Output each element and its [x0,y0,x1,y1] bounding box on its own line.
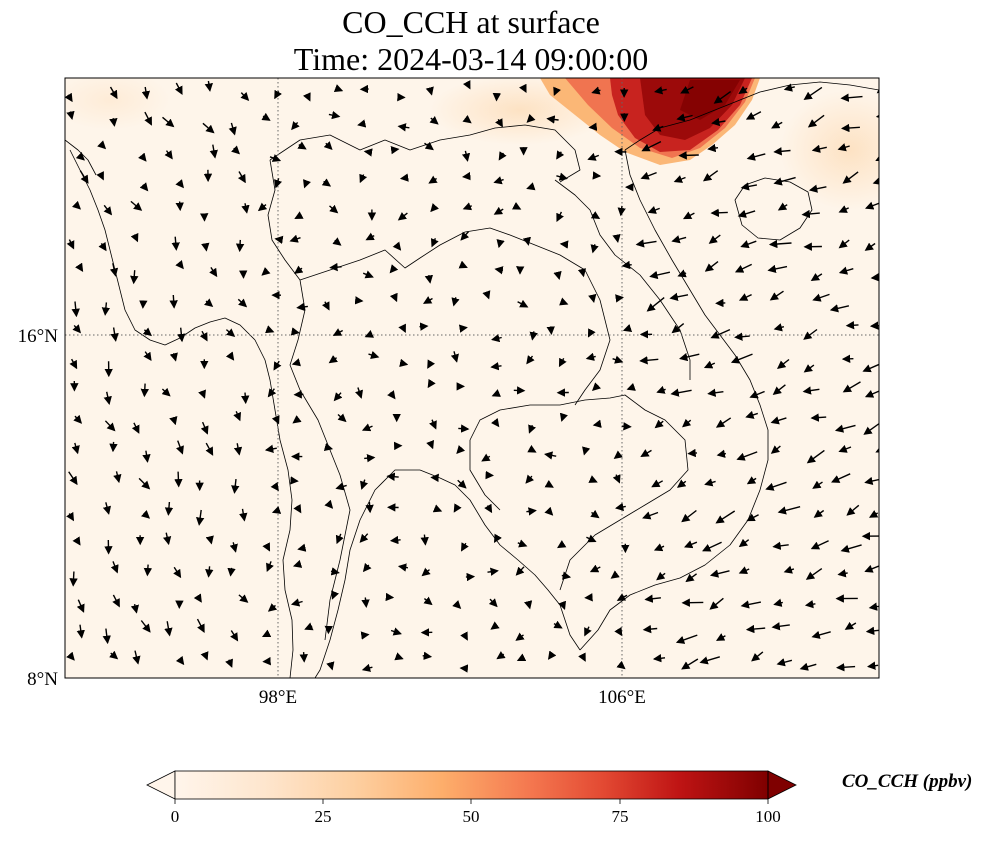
wind-arrow [369,502,370,512]
wind-arrow [365,152,369,153]
wind-arrow [304,652,305,661]
wind-arrow [622,426,631,427]
colorbar-ticks [175,799,768,804]
wind-arrow [420,326,428,327]
wind-arrow [276,239,279,240]
map-panel [50,70,920,678]
wind-arrow [331,267,342,268]
lon-label-106e: 106°E [598,687,646,708]
wind-arrow [205,244,206,250]
wind-arrow [364,635,368,636]
colorbar-extend-max [768,771,796,799]
wind-arrow [168,502,169,515]
wind-arrow [463,176,470,177]
wind-arrow [231,568,232,575]
wind-arrow [880,301,891,309]
wind-arrow [877,114,893,117]
wind-arrow [423,656,431,657]
wind-arrow [180,202,181,210]
wind-arrow [357,301,362,302]
wind-arrow [590,127,595,128]
wind-arrow [359,124,362,125]
lat-label-8n: 8°N [27,669,58,690]
wind-arrow [178,472,179,487]
colorbar-gradient [175,771,768,799]
colorbar-label: CO_CCH (ppbv) [842,771,972,792]
wind-arrow [528,241,529,244]
wind-arrow [712,212,728,213]
title-line-2: Time: 2024-03-14 09:00:00 [294,41,648,77]
wind-arrow [144,384,145,396]
wind-arrow [618,297,623,298]
wind-arrow [294,565,297,566]
wind-arrow [424,535,425,545]
haze-region-west [50,70,170,130]
haze-region-east [780,90,920,210]
wind-arrow [173,295,174,307]
colorbar-tick-75: 75 [612,807,629,826]
wind-arrow [594,424,599,425]
wind-arrow [401,178,404,179]
wind-arrow [147,565,148,575]
wind-arrow [134,270,135,283]
wind-arrow [295,332,298,333]
wind-arrow [364,458,374,459]
colorbar-tick-50: 50 [463,807,480,826]
wind-arrow [561,244,566,245]
wind-arrow [680,155,699,156]
colorbar: 0 25 50 75 100 CO_CCH (ppbv) [147,771,972,826]
wind-arrow [365,598,366,607]
wind-arrow [466,577,474,578]
wind-arrow [331,666,332,670]
title-line-1: CO_CCH at surface [342,4,600,40]
wind-arrow [689,453,697,454]
colorbar-tick-0: 0 [171,807,180,826]
wind-arrow [113,442,114,451]
wind-arrow [847,325,858,326]
wind-arrow [388,476,399,477]
lat-label-16n: 16°N [18,326,59,347]
wind-arrow [624,329,627,330]
map-background [65,78,879,678]
wind-arrow [458,428,468,429]
wind-arrow [551,326,552,333]
wind-arrow [209,566,210,576]
wind-arrow [529,605,530,608]
wind-arrow [583,272,584,276]
colorbar-tick-25: 25 [315,807,332,826]
colorbar-extend-min [147,771,175,799]
wind-arrow [73,572,74,586]
wind-arrow [391,540,400,541]
wind-arrow [463,328,466,329]
wind-arrow [240,240,241,251]
wind-arrow [586,597,593,598]
wind-arrow [245,393,246,403]
lon-label-98e: 98°E [259,687,297,708]
colorbar-tick-100: 100 [755,807,781,826]
wind-arrow [812,417,826,418]
